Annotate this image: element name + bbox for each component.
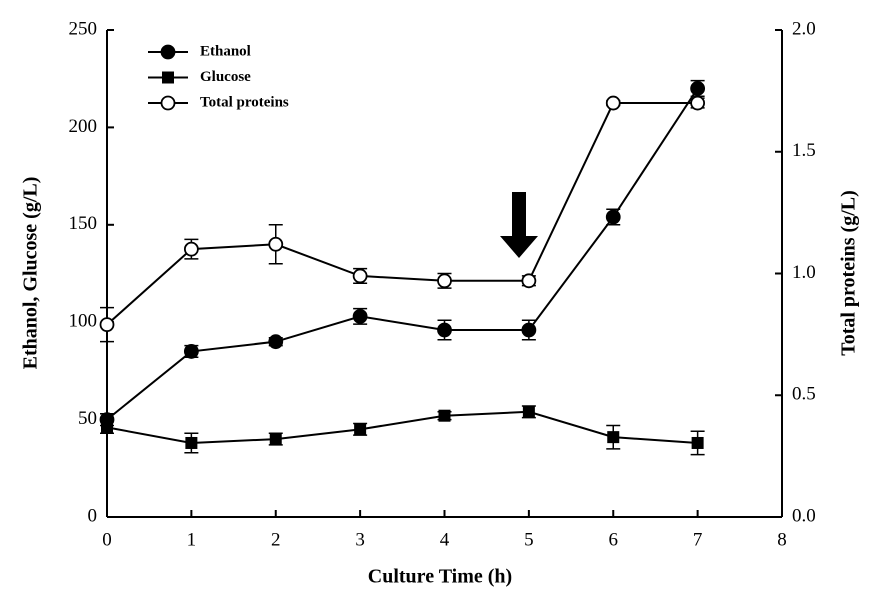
marker (521, 273, 537, 289)
marker (101, 421, 113, 434)
y-tick-label: 100 (69, 311, 98, 332)
marker (185, 436, 198, 449)
x-tick-label: 2 (271, 529, 281, 550)
y-tick-label: 150 (69, 213, 98, 234)
y2-tick-label: 0.5 (792, 384, 816, 405)
y-tick-label: 200 (69, 116, 98, 137)
y2-axis-label: Total proteins (g/L) (838, 190, 860, 356)
marker (160, 95, 176, 111)
legend-label: Total proteins (200, 94, 289, 110)
marker (268, 236, 284, 252)
marker (521, 322, 537, 338)
y2-tick-label: 1.5 (792, 140, 816, 161)
marker (269, 433, 282, 446)
y-axis-label: Ethanol, Glucose (g/L) (20, 177, 42, 370)
marker (268, 334, 284, 350)
marker (438, 409, 451, 422)
marker (352, 268, 368, 284)
legend-label: Ethanol (200, 43, 251, 59)
arrow (500, 192, 538, 258)
y2-tick-label: 2.0 (792, 18, 816, 39)
marker (160, 44, 176, 60)
marker (690, 95, 706, 111)
x-tick-label: 5 (524, 529, 534, 550)
marker (162, 71, 174, 84)
series-line (106, 410, 698, 444)
x-tick-label: 8 (777, 529, 787, 550)
x-axis-label: Culture Time (h) (368, 566, 512, 588)
y-tick-label: 50 (78, 408, 97, 429)
y2-tick-label: 0.0 (792, 505, 816, 526)
legend-label: Glucose (200, 69, 251, 85)
x-tick-label: 3 (355, 529, 365, 550)
marker (605, 209, 621, 225)
marker (437, 322, 452, 338)
series-line (106, 102, 698, 326)
marker (183, 241, 199, 257)
x-tick-label: 7 (693, 529, 703, 550)
marker (352, 308, 368, 324)
series-line (106, 87, 699, 421)
x-tick-label: 1 (187, 529, 197, 550)
marker (437, 273, 452, 289)
x-tick-label: 4 (440, 529, 450, 550)
y-tick-label: 0 (88, 505, 98, 526)
marker (354, 423, 367, 436)
y2-tick-label: 1.0 (792, 262, 816, 283)
y-tick-label: 250 (69, 18, 98, 39)
marker (183, 344, 199, 359)
marker (690, 81, 706, 96)
marker (607, 431, 620, 444)
marker (605, 95, 621, 111)
x-tick-label: 6 (609, 529, 619, 550)
marker (691, 436, 704, 449)
x-tick-label: 0 (102, 529, 112, 550)
marker (522, 405, 535, 418)
marker (99, 317, 115, 333)
